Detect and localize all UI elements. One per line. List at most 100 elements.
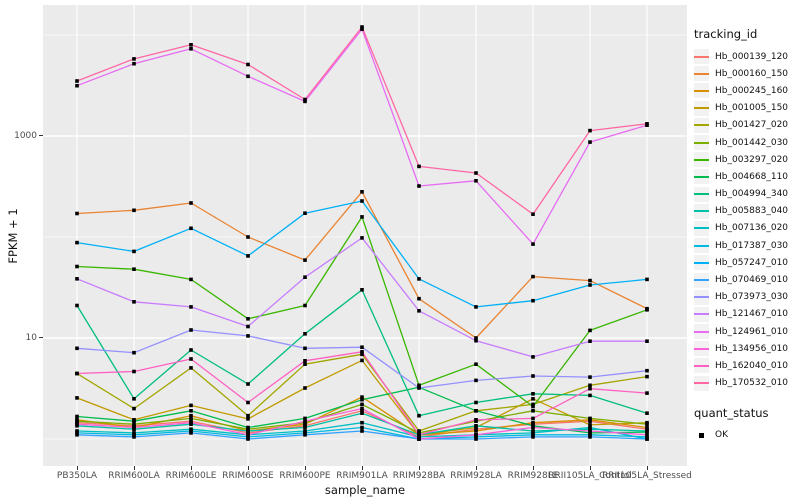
legend-label: Hb_057247_010 [715, 257, 789, 268]
legend-key-swatch [694, 117, 709, 133]
legend-item-Hb_070469_010: Hb_070469_010 [694, 271, 798, 288]
data-point [189, 413, 193, 418]
data-point [474, 400, 478, 405]
data-point [360, 411, 364, 415]
data-point [189, 357, 193, 361]
data-point [417, 184, 421, 188]
line-swatch-icon [694, 347, 709, 350]
data-point [132, 208, 136, 213]
line-swatch-icon [694, 72, 709, 75]
legend-label: Hb_162040_010 [715, 360, 789, 371]
data-point [132, 406, 136, 411]
data-point [189, 226, 193, 231]
data-point [189, 429, 193, 433]
data-point [132, 57, 136, 61]
data-point [645, 429, 649, 433]
line-swatch-icon [694, 158, 709, 161]
data-point [531, 433, 535, 437]
x-tick-label-RRIM928LA: RRIM928LA [450, 471, 502, 481]
data-point [531, 402, 535, 407]
data-point [588, 140, 592, 144]
data-point [531, 298, 535, 303]
data-point [474, 179, 478, 183]
legend-key-swatch [694, 428, 709, 443]
legend-label: Hb_170532_010 [715, 378, 789, 389]
data-point [303, 97, 307, 102]
line-swatch-icon [694, 279, 709, 282]
legend-key-swatch [694, 169, 709, 185]
data-point [75, 264, 79, 269]
data-point [531, 212, 535, 216]
data-point [189, 431, 193, 435]
line-swatch-icon [694, 124, 709, 127]
data-point [132, 300, 136, 304]
data-point [246, 324, 250, 329]
legend-label: Hb_001005_150 [715, 103, 789, 114]
data-point [645, 437, 649, 441]
legend-item-Hb_007136_020: Hb_007136_020 [694, 220, 798, 237]
legend-label: Hb_001442_030 [715, 137, 789, 148]
line-swatch-icon [694, 107, 709, 110]
legend-item-Hb_000139_120: Hb_000139_120 [694, 48, 798, 65]
line-swatch-icon [694, 330, 709, 333]
data-point [531, 392, 535, 396]
data-point [303, 332, 307, 336]
data-point [645, 411, 649, 415]
data-point [189, 47, 193, 51]
data-point [474, 305, 478, 309]
y-tick-label: 10 [25, 332, 37, 343]
data-point [645, 368, 649, 373]
legend-key-swatch [694, 203, 709, 219]
x-tick-mark [361, 466, 363, 470]
data-point [531, 425, 535, 430]
data-point [531, 429, 535, 433]
legend-key-swatch [694, 152, 709, 168]
y-axis-title: FPKM + 1 [6, 208, 20, 264]
data-point [360, 236, 364, 240]
data-point [588, 433, 592, 437]
line-swatch-icon [694, 244, 709, 247]
legend-key-swatch [694, 220, 709, 236]
legend-key-swatch [694, 83, 709, 99]
data-point [75, 396, 79, 400]
legend-label: Hb_070469_010 [715, 275, 789, 286]
legend-item-Hb_000245_160: Hb_000245_160 [694, 82, 798, 99]
data-point [75, 414, 79, 419]
legend-label: Hb_005883_040 [715, 206, 789, 217]
x-tick-label-RRIM600LE: RRIM600LE [165, 471, 217, 481]
line-swatch-icon [694, 193, 709, 196]
x-tick-mark [475, 466, 477, 470]
data-point [132, 397, 136, 401]
data-point [246, 437, 250, 441]
data-point [75, 79, 79, 83]
data-point [75, 303, 79, 308]
line-swatch-icon [694, 382, 709, 385]
data-point [132, 431, 136, 435]
x-tick-mark [589, 466, 591, 470]
data-point [474, 435, 478, 439]
data-point [246, 382, 250, 386]
data-point [189, 420, 193, 425]
line-swatch-icon [694, 313, 709, 316]
legend-item-Hb_001005_150: Hb_001005_150 [694, 100, 798, 117]
data-point [588, 435, 592, 439]
data-point [474, 437, 478, 441]
data-point [645, 425, 649, 430]
data-point [246, 417, 250, 421]
data-point [474, 378, 478, 383]
data-point [75, 371, 79, 376]
data-point [531, 416, 535, 421]
quant-status-items: OK [694, 427, 798, 444]
data-point [75, 83, 79, 88]
data-point [531, 431, 535, 435]
data-point [246, 74, 250, 79]
legend-key-swatch [694, 255, 709, 271]
data-point [246, 317, 250, 321]
legend-key-swatch [694, 375, 709, 391]
data-point [303, 275, 307, 279]
data-point [417, 435, 421, 439]
data-point [417, 386, 421, 390]
data-point [303, 431, 307, 435]
legend-label: Hb_124961_010 [715, 326, 789, 337]
legend-key-swatch [694, 306, 709, 322]
